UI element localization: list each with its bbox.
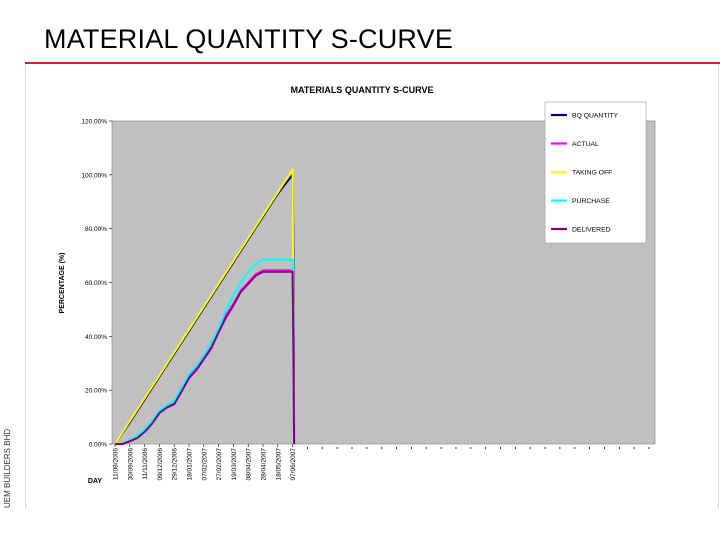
- legend-label: PURCHASE: [572, 198, 610, 205]
- y-tick-label: 120.00%: [81, 119, 107, 126]
- legend-label: DELIVERED: [572, 227, 611, 234]
- y-tick-label: 0.00%: [89, 442, 108, 449]
- legend-label: BQ QUANTITY: [572, 113, 619, 120]
- x-tick-label: 11/11/2006: [142, 448, 149, 480]
- x-tick-label: 11/08/2006: [113, 448, 120, 480]
- slide-title: MATERIAL QUANTITY S-CURVE: [44, 24, 454, 54]
- x-tick-label: 18/05/2007: [275, 448, 282, 481]
- y-tick-label: 80.00%: [85, 226, 107, 233]
- x-tick-label: 19/03/2007: [231, 448, 238, 481]
- x-tick-label: 08/04/2007: [246, 448, 253, 481]
- legend-box: [544, 101, 647, 244]
- y-axis: 0.00% 20.00% 40.00% 60.00% 80.00% 100.00% 120.…: [81, 119, 112, 449]
- series-layer: [114, 168, 296, 445]
- y-tick-label: 100.00%: [81, 172, 107, 179]
- x-axis: 11/08/2006 30/09/2006 11/11/2006 09/12/2006…: [113, 444, 650, 481]
- right-border: [718, 64, 719, 508]
- x-tick-label: 18/01/2007: [187, 448, 194, 481]
- x-axis-label: DAY: [88, 478, 102, 485]
- x-tick-label: 07/02/2007: [201, 448, 208, 481]
- y-tick-label: 40.00%: [85, 334, 107, 341]
- x-tick-label: 30/09/2006: [127, 448, 134, 481]
- x-tick-label: 07/06/2007: [290, 448, 297, 481]
- y-tick-label: 20.00%: [85, 388, 107, 395]
- y-tick-label: 60.00%: [85, 280, 107, 287]
- y-axis-label: PERCENTAGE (%): [59, 253, 66, 314]
- x-tick-label: 29/12/2006: [172, 448, 179, 481]
- legend-label: ACTUAL: [572, 141, 599, 148]
- title-divider: [25, 62, 720, 64]
- x-tick-label: 09/12/2006: [157, 448, 164, 481]
- left-border: [25, 64, 26, 508]
- x-tick-label: 28/04/2007: [261, 448, 268, 481]
- series-line-purchase: [115, 258, 296, 445]
- series-line-taking_off: [114, 168, 296, 445]
- chart-title: MATERIALS QUANTITY S-CURVE: [290, 85, 433, 95]
- chart-legend: BQ QUANTITY ACTUAL TAKING OFF PURCHASE DELIV…: [544, 101, 647, 244]
- x-tick-label: 27/02/2007: [216, 448, 223, 481]
- series-line-delivered: [115, 270, 296, 445]
- legend-label: TAKING OFF: [572, 170, 612, 177]
